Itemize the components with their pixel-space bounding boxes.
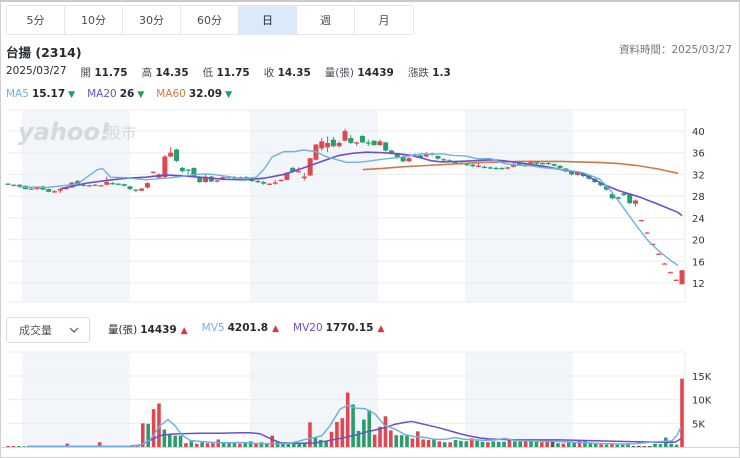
tab-5[interactable]: 週 — [297, 6, 355, 34]
legend-mv20: MV20 1770.15 ▲ — [293, 322, 385, 334]
svg-text:32: 32 — [692, 170, 705, 181]
tab-6[interactable]: 月 — [378, 14, 390, 27]
period-tabs: 5分 10分 30分 60分日週 月 — [6, 5, 414, 35]
ohlc-open: 開 11.75 — [80, 67, 128, 79]
up-arrow-icon: ▲ — [272, 324, 280, 334]
volume-chart[interactable]: 15K 10K 5K — [0, 345, 740, 458]
tab-4[interactable]: 日 — [239, 6, 297, 34]
svg-text:20: 20 — [692, 236, 705, 247]
svg-text:36: 36 — [692, 149, 705, 160]
ohlc-volume: 量(張) 14439 — [324, 67, 394, 79]
svg-text:24: 24 — [692, 214, 705, 225]
legend-ma5: MA5 15.17 ▼ — [6, 88, 76, 100]
price-chart[interactable]: 40 36 32 28 24 20 16 12 yahoo!股市 — [0, 100, 740, 310]
data-time: 資料時間：2025/03/27 — [618, 44, 732, 56]
indicator-select[interactable]: 成交量 — [6, 317, 90, 343]
ohlc-change: 漲跌 1.3 — [407, 67, 451, 79]
svg-text:28: 28 — [692, 192, 705, 203]
up-arrow-icon: ▲ — [180, 326, 188, 336]
up-arrow-icon: ▲ — [377, 324, 385, 334]
ohlc-high: 高 14.35 — [141, 67, 189, 79]
legend-mv5: MV5 4201.8 ▲ — [201, 322, 280, 334]
tab-0[interactable]: 5分 — [7, 6, 65, 34]
down-arrow-icon: ▼ — [137, 90, 145, 100]
svg-text:40: 40 — [692, 127, 705, 138]
ohlc-low: 低 11.75 — [202, 67, 250, 79]
down-arrow-icon: ▼ — [225, 90, 232, 100]
svg-text:股市: 股市 — [106, 124, 136, 142]
volume-legend: 量(張) 14439 ▲ MV5 4201.8 ▲ MV20 1770.15 ▲ — [108, 322, 384, 337]
ohlc-date: 2025/03/27 — [6, 65, 67, 77]
svg-text:yahoo!: yahoo! — [18, 118, 111, 146]
svg-text:5K: 5K — [692, 419, 705, 430]
ohlc-row: 2025/03/27 開 11.75 高 14.35 低 11.75 收 14.… — [6, 65, 451, 80]
svg-text:10K: 10K — [692, 396, 712, 407]
legend-ma60: MA60 32.09 ▼ — [156, 88, 232, 100]
legend-ma20: MA20 26 ▼ — [87, 88, 145, 100]
svg-text:16: 16 — [692, 257, 705, 268]
stock-title: 台揚 (2314) — [6, 45, 82, 60]
legend-量(張): 量(張) 14439 ▲ — [108, 324, 188, 336]
tab-3[interactable]: 60分 — [181, 6, 239, 34]
ma-legend: MA5 15.17 ▼ MA20 26 ▼ MA60 32.09 ▼ — [6, 88, 232, 100]
svg-text:15K: 15K — [692, 372, 712, 383]
indicator-select-label: 成交量 — [19, 324, 52, 337]
tab-1[interactable]: 10分 — [65, 6, 123, 34]
tab-2[interactable]: 30分 — [123, 6, 181, 34]
svg-text:12: 12 — [692, 279, 705, 290]
down-arrow-icon: ▼ — [68, 90, 76, 100]
ohlc-close: 收 14.35 — [263, 67, 311, 79]
chevron-down-icon — [69, 327, 79, 333]
